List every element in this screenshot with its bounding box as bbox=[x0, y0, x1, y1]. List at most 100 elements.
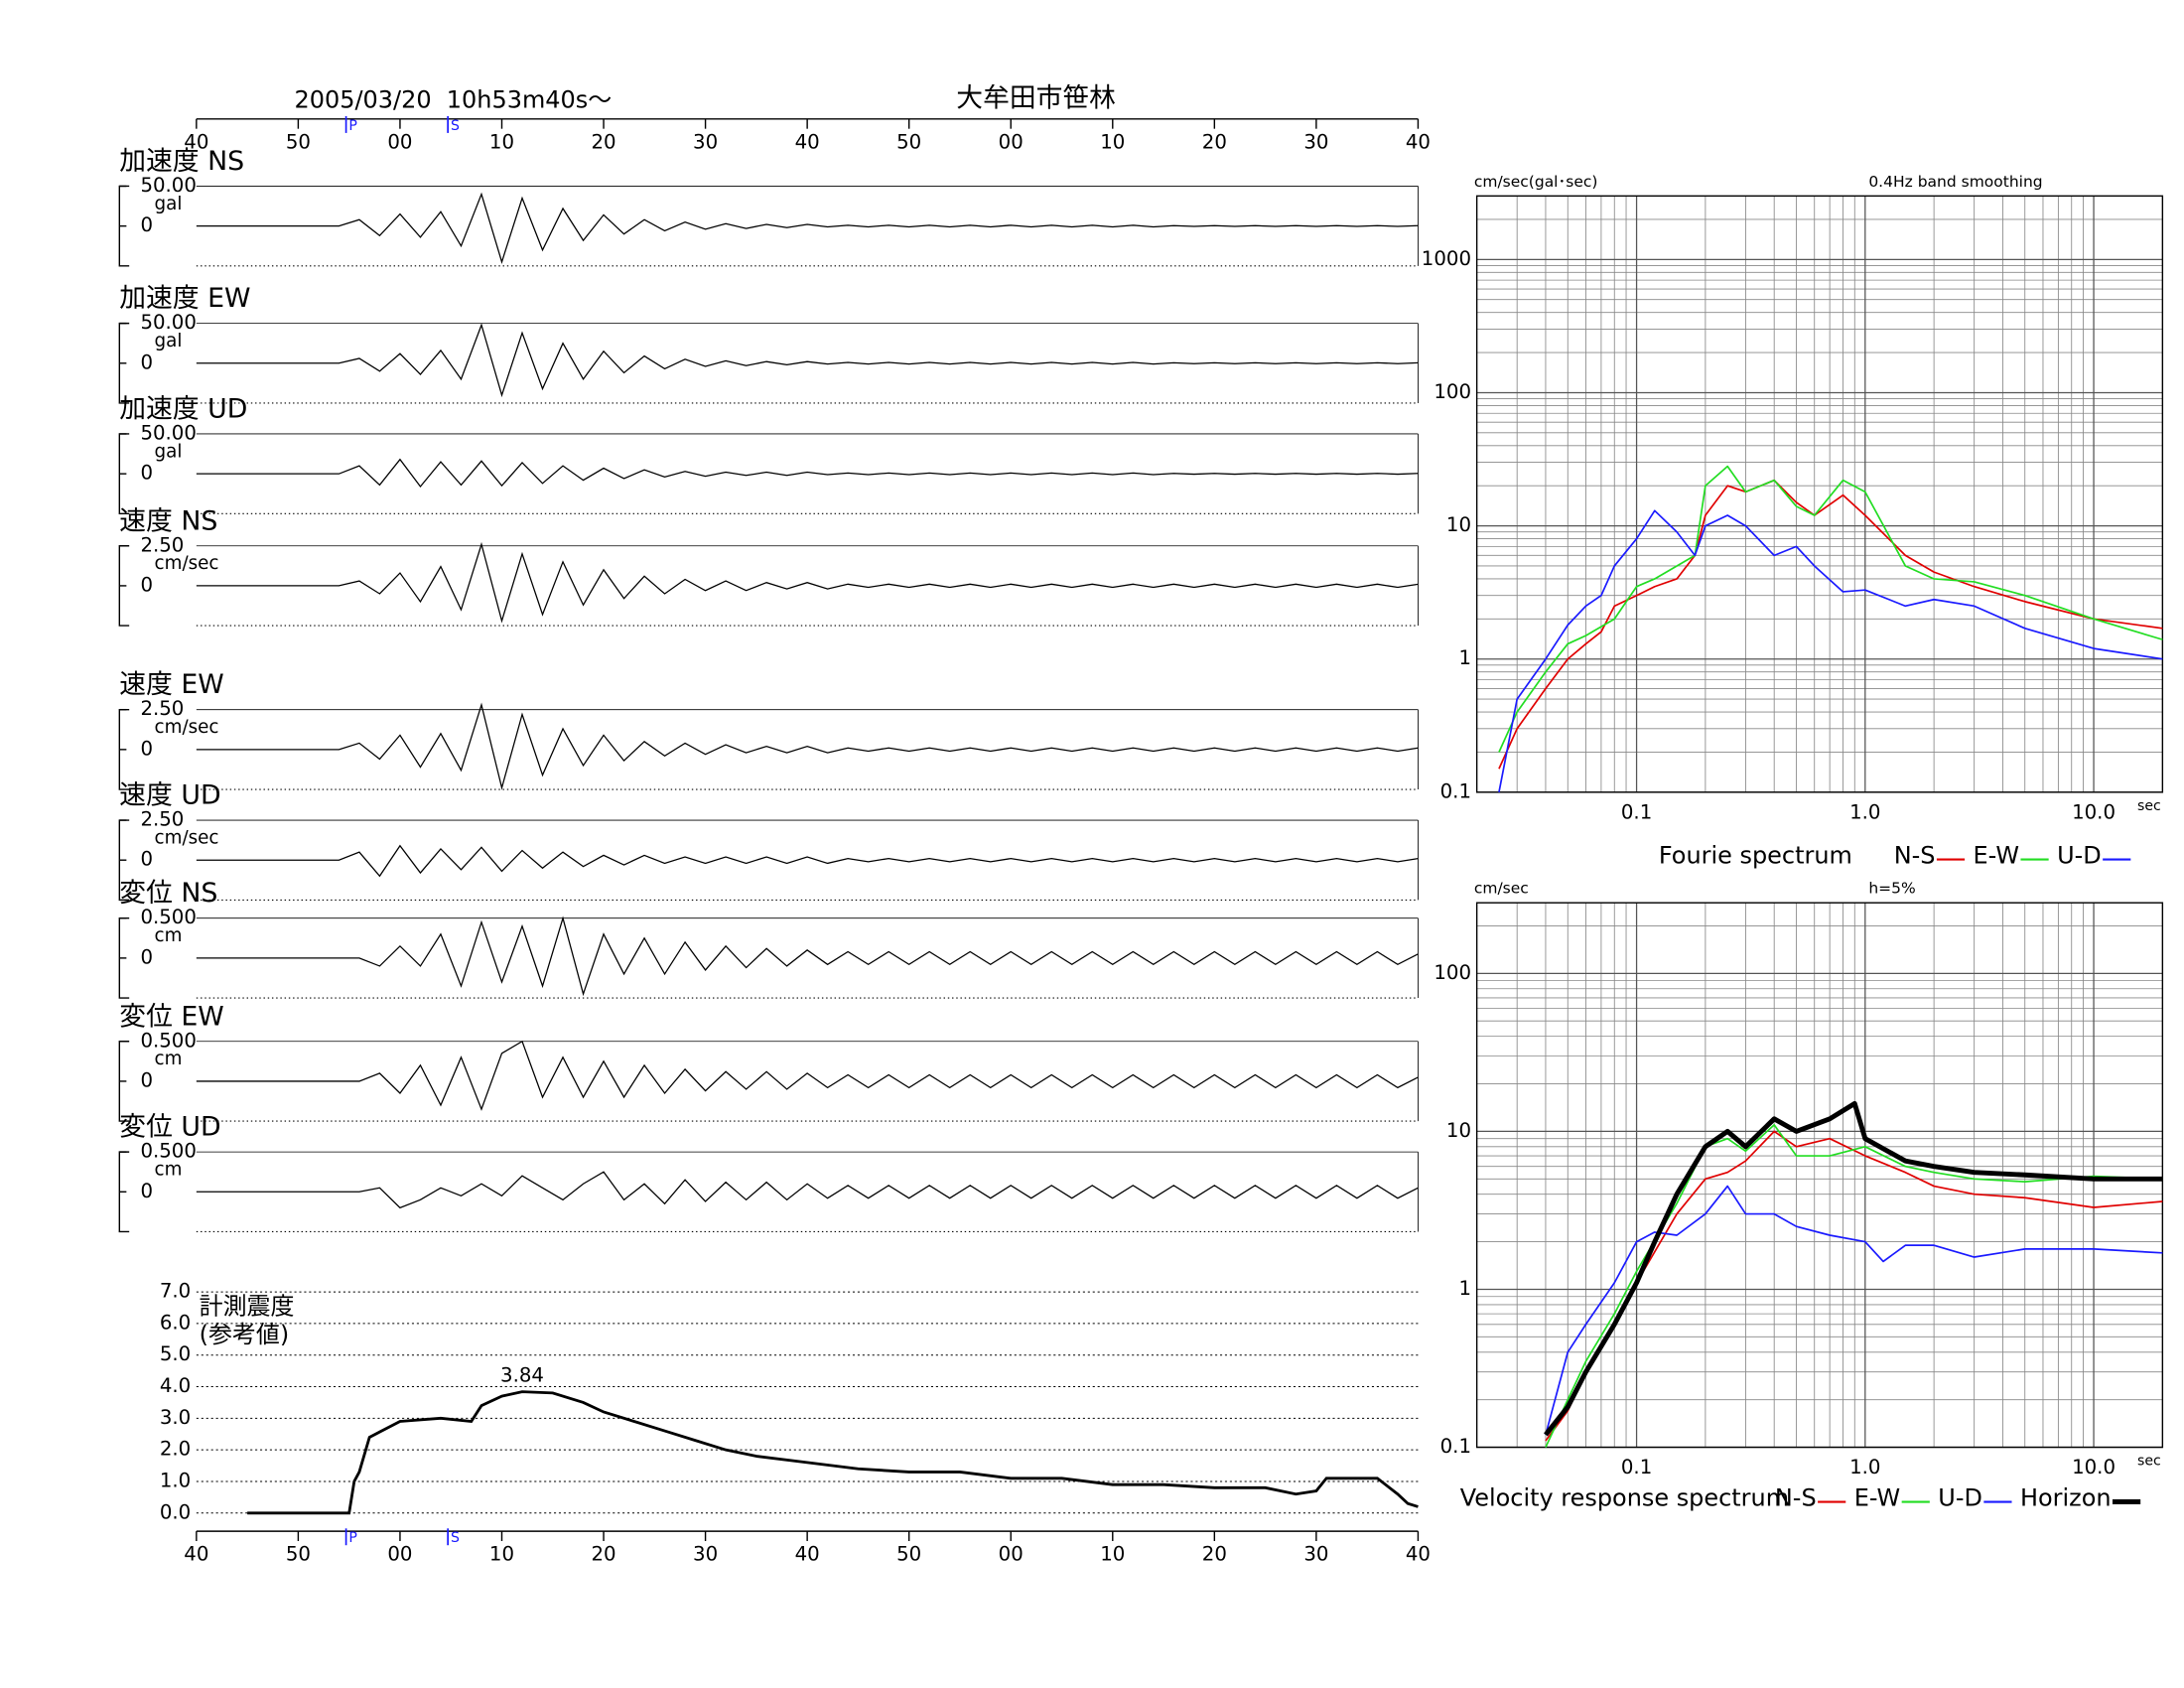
y-tick-label: 6.0 bbox=[160, 1311, 191, 1334]
x-tick-label: 00 bbox=[999, 130, 1024, 153]
y-tick-label: 1 bbox=[1458, 646, 1471, 669]
legend-label: U-D bbox=[2057, 842, 2102, 870]
x-tick-label: 50 bbox=[286, 1543, 311, 1566]
y-tick-label: 0 bbox=[140, 213, 153, 236]
y-tick-label: 2.50 bbox=[140, 808, 184, 831]
trace-label: 速度 UD bbox=[119, 780, 220, 811]
legend-label: U-D bbox=[1938, 1484, 1982, 1512]
y-tick-label: 1 bbox=[1458, 1277, 1471, 1300]
x-tick-label: 20 bbox=[591, 130, 615, 153]
y-tick-label: 7.0 bbox=[160, 1280, 191, 1303]
y-tick-label: 2.0 bbox=[160, 1438, 191, 1461]
y-tick-label: 3.0 bbox=[160, 1406, 191, 1429]
peak-label: 3.84 bbox=[500, 1364, 544, 1387]
spectrum-line bbox=[1498, 509, 2163, 793]
legend-label: E-W bbox=[1974, 842, 2020, 870]
legend-label: E-W bbox=[1854, 1484, 1901, 1512]
y-tick-label: 0.500 bbox=[140, 906, 196, 928]
y-tick-label: 0.1 bbox=[1440, 1435, 1471, 1458]
y-note: (参考値) bbox=[200, 1321, 290, 1348]
intensity-line bbox=[247, 1390, 1419, 1515]
x-tick-label: 30 bbox=[693, 1543, 718, 1566]
annotation: 0.4Hz band smoothing bbox=[1868, 173, 2042, 191]
x-tick-label: 40 bbox=[1406, 130, 1431, 153]
plot-frame bbox=[1475, 195, 2164, 793]
trace-unit: cm bbox=[155, 925, 183, 946]
x-unit-label: sec bbox=[2137, 798, 2161, 814]
phase-label: P bbox=[348, 118, 357, 134]
y-tick-label: 1000 bbox=[1422, 247, 1471, 270]
x-tick-label: 50 bbox=[896, 1543, 921, 1566]
chart-title: 2005/03/20 10h53m40s〜 bbox=[295, 85, 613, 113]
trace-unit: cm/sec bbox=[155, 717, 219, 738]
x-tick-label: 10.0 bbox=[2072, 1456, 2116, 1478]
waveform bbox=[196, 702, 1419, 790]
trace-label: 加速度 EW bbox=[119, 283, 250, 314]
legend-label: N-S bbox=[1775, 1484, 1817, 1512]
y-tick-label: 0 bbox=[140, 1180, 153, 1202]
trace-label: 加速度 NS bbox=[119, 146, 244, 177]
trace-unit: gal bbox=[155, 194, 183, 214]
trace-label: 加速度 UD bbox=[119, 394, 247, 425]
y-tick-label: 50.00 bbox=[140, 421, 196, 444]
x-tick-label: 30 bbox=[693, 130, 718, 153]
y-tick-label: 0 bbox=[140, 737, 153, 760]
spectrum-line bbox=[1498, 479, 2163, 770]
trace-unit: cm/sec bbox=[155, 553, 219, 574]
x-tick-label: 30 bbox=[1303, 130, 1328, 153]
x-tick-label: 10 bbox=[1100, 1543, 1125, 1566]
y-tick-label: 0.500 bbox=[140, 1140, 196, 1163]
y-tick-label: 0 bbox=[140, 945, 153, 968]
y-tick-label: 0 bbox=[140, 351, 153, 373]
x-tick-label: 40 bbox=[795, 130, 820, 153]
trace-unit: cm bbox=[155, 1159, 183, 1180]
annotation: h=5% bbox=[1868, 880, 1915, 898]
trace-unit: cm bbox=[155, 1049, 183, 1069]
waveform bbox=[196, 541, 1419, 624]
trace-unit: cm/sec bbox=[155, 827, 219, 848]
x-tick-label: 0.1 bbox=[1621, 800, 1652, 823]
spectrum-line bbox=[1498, 465, 2163, 753]
x-tick-label: 10.0 bbox=[2072, 800, 2116, 823]
station-name: 大牟田市笹林 bbox=[956, 83, 1116, 114]
waveform bbox=[196, 458, 1419, 489]
x-tick-label: 40 bbox=[795, 1543, 820, 1566]
y-tick-label: 2.50 bbox=[140, 533, 184, 556]
y-tick-label: 0.0 bbox=[160, 1500, 191, 1523]
y-tick-label: 10 bbox=[1446, 513, 1471, 536]
x-tick-label: 10 bbox=[489, 130, 514, 153]
y-tick-label: 50.00 bbox=[140, 174, 196, 197]
legend-title: Fourie spectrum bbox=[1659, 842, 1852, 870]
x-tick-label: 40 bbox=[184, 130, 208, 153]
x-tick-label: 0.1 bbox=[1621, 1456, 1652, 1478]
x-tick-label: 40 bbox=[1406, 1543, 1431, 1566]
y-tick-label: 0 bbox=[140, 1068, 153, 1091]
waveform bbox=[196, 192, 1419, 264]
spectrum-line bbox=[1545, 1185, 2163, 1436]
y-unit-label: cm/sec bbox=[1474, 880, 1529, 898]
trace-unit: gal bbox=[155, 441, 183, 462]
phase-label: S bbox=[451, 118, 460, 134]
trace-label: 変位 NS bbox=[119, 878, 217, 909]
waveform bbox=[196, 1171, 1419, 1209]
x-tick-label: 40 bbox=[184, 1543, 208, 1566]
phase-label: P bbox=[348, 1530, 357, 1546]
y-tick-label: 0 bbox=[140, 573, 153, 596]
x-tick-label: 10 bbox=[1100, 130, 1125, 153]
trace-label: 速度 EW bbox=[119, 669, 223, 700]
x-tick-label: 20 bbox=[1202, 130, 1227, 153]
trace-label: 速度 NS bbox=[119, 505, 217, 536]
y-label: 計測震度 bbox=[200, 1293, 295, 1321]
legend-title: Velocity response spectrum bbox=[1460, 1484, 1789, 1512]
y-tick-label: 5.0 bbox=[160, 1342, 191, 1365]
x-tick-label: 20 bbox=[1202, 1543, 1227, 1566]
y-tick-label: 2.50 bbox=[140, 697, 184, 720]
x-tick-label: 00 bbox=[387, 1543, 412, 1566]
waveform bbox=[196, 1040, 1419, 1111]
x-tick-label: 1.0 bbox=[1849, 1456, 1880, 1478]
y-tick-label: 4.0 bbox=[160, 1374, 191, 1397]
x-unit-label: sec bbox=[2137, 1454, 2161, 1470]
